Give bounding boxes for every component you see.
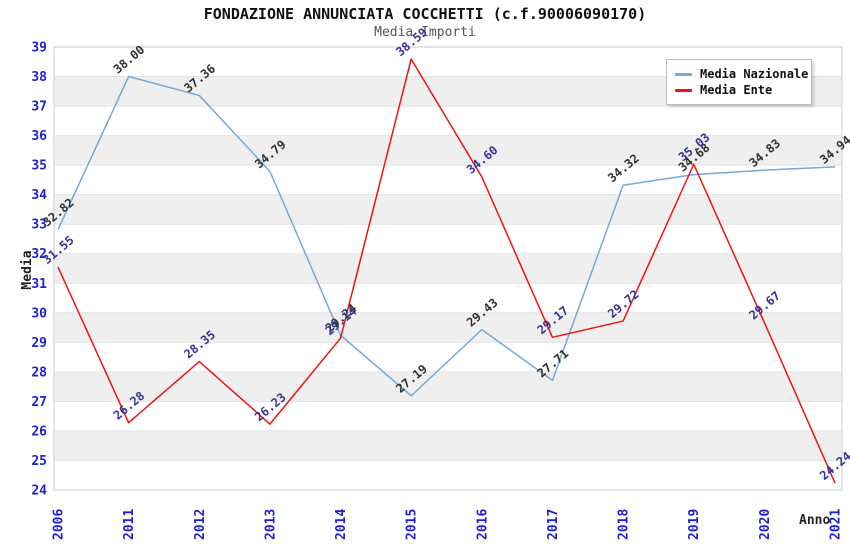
y-tick-label: 26 <box>31 424 47 439</box>
x-tick-label: 2017 <box>546 509 561 540</box>
legend-label-media-nazionale: Media Nazionale <box>700 67 809 81</box>
x-tick-label: 2006 <box>52 509 67 540</box>
plot-band <box>55 371 841 402</box>
y-tick-label: 38 <box>31 70 47 85</box>
x-tick-label: 2021 <box>829 509 844 540</box>
y-tick-label: 30 <box>31 306 47 321</box>
legend-item-media-ente[interactable]: Media Ente <box>675 82 803 98</box>
x-tick-label: 2012 <box>193 509 208 540</box>
y-tick-label: 27 <box>31 395 47 410</box>
legend-label-media-ente: Media Ente <box>700 83 773 97</box>
data-label-media-ente: 38.59 <box>393 25 430 59</box>
plot-border <box>53 46 843 491</box>
plot-band <box>55 253 841 284</box>
data-label-media-nazionale: 38.00 <box>111 42 148 76</box>
x-tick-label: 2015 <box>405 509 420 540</box>
legend: Media Nazionale Media Ente <box>666 59 812 105</box>
legend-marker-media-ente <box>675 88 692 92</box>
y-tick-label: 34 <box>31 188 47 203</box>
legend-marker-media-nazionale <box>675 72 692 76</box>
y-tick-label: 37 <box>31 100 47 115</box>
y-tick-label: 32 <box>31 247 47 262</box>
legend-item-media-nazionale[interactable]: Media Nazionale <box>675 66 808 82</box>
x-tick-label: 2011 <box>122 509 137 540</box>
y-tick-label: 28 <box>31 365 47 380</box>
chart-subtitle: Media Importi <box>374 25 476 40</box>
y-tick-label: 35 <box>31 159 47 174</box>
y-tick-label: 29 <box>31 336 47 351</box>
y-tick-label: 33 <box>31 218 47 233</box>
x-axis-title: Anno <box>799 513 831 528</box>
x-tick-label: 2013 <box>263 509 278 540</box>
plot-band <box>55 430 841 461</box>
series-line-media-nazionale <box>57 75 836 397</box>
y-tick-label: 31 <box>31 277 47 292</box>
x-tick-label: 2018 <box>617 509 632 540</box>
y-tick-label: 36 <box>31 129 47 144</box>
y-tick-label: 39 <box>31 41 47 56</box>
y-axis-title: Media <box>20 250 36 290</box>
x-tick-label: 2020 <box>758 509 773 540</box>
chart-title: FONDAZIONE ANNUNCIATA COCCHETTI (c.f.900… <box>203 5 647 23</box>
series-line-media-ente <box>57 58 836 484</box>
y-tick-label: 24 <box>31 484 47 499</box>
y-tick-label: 25 <box>31 454 47 469</box>
plot-band <box>55 312 841 343</box>
plot-band <box>55 194 841 225</box>
x-tick-label: 2014 <box>334 509 349 540</box>
plot-band <box>55 135 841 166</box>
x-tick-label: 2019 <box>687 509 702 540</box>
x-tick-label: 2016 <box>475 509 490 540</box>
